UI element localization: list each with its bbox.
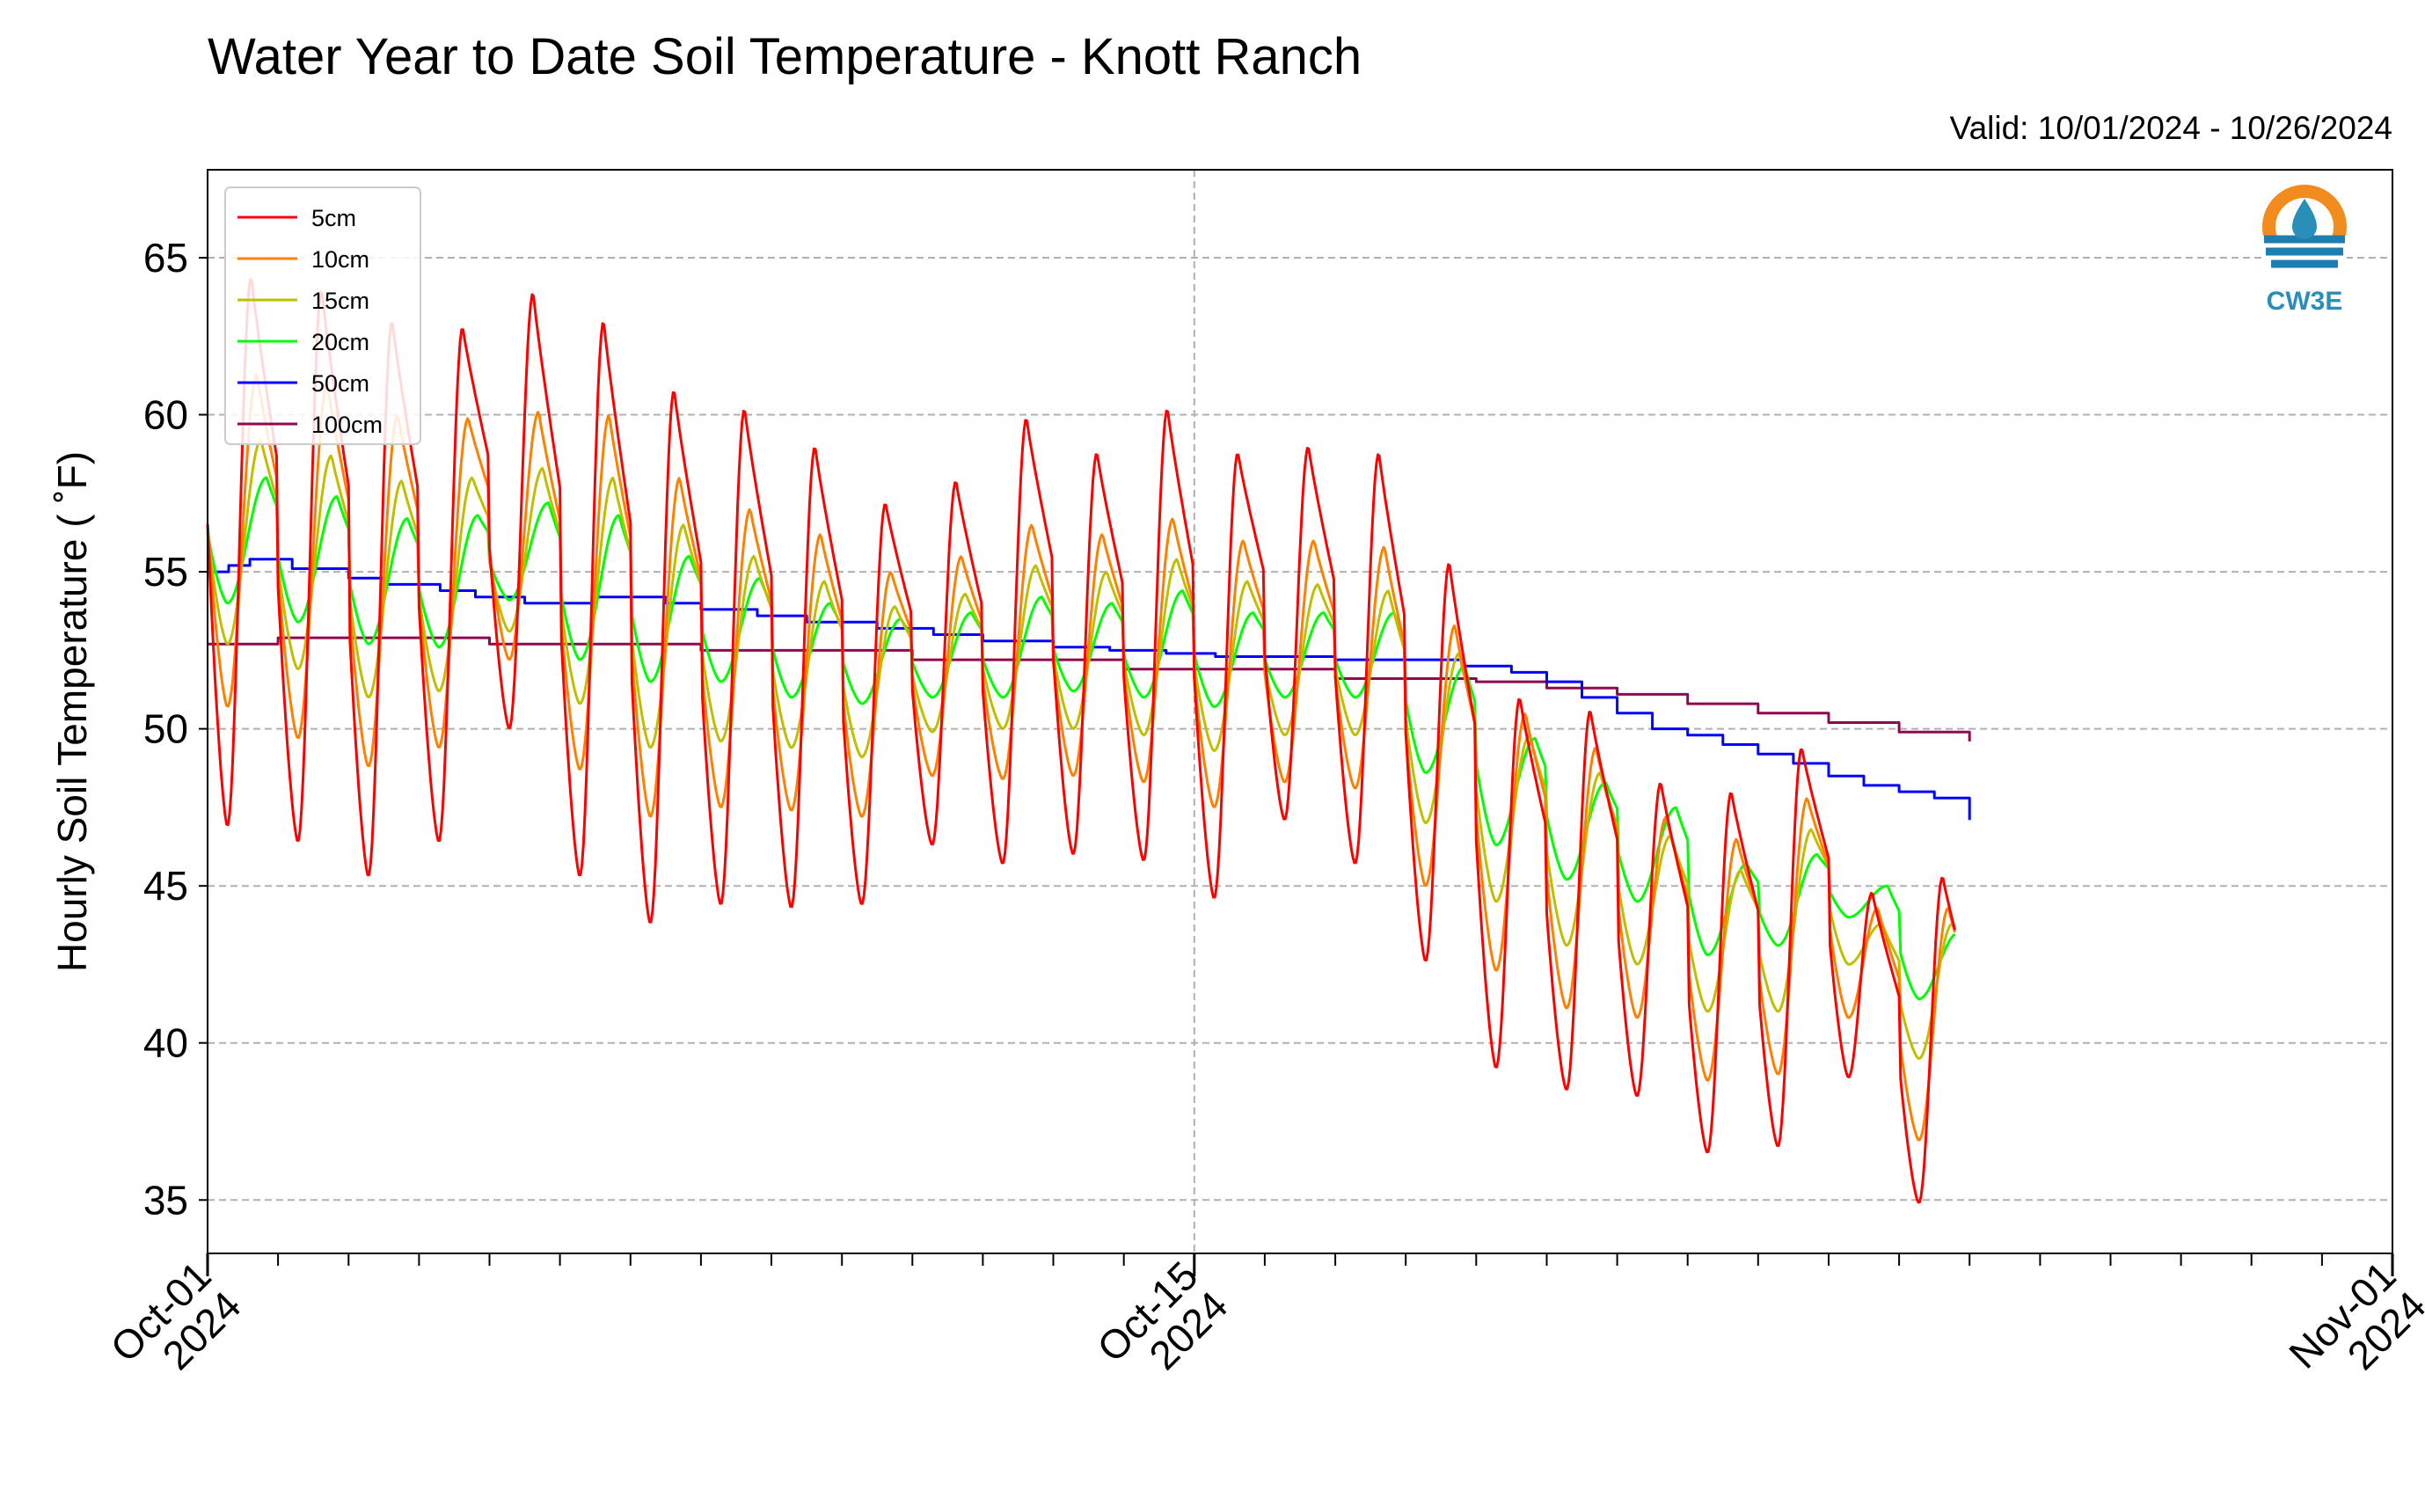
series-line-5cm — [206, 278, 1956, 1204]
logo-text: CW3E — [2267, 287, 2343, 316]
series-lines — [206, 278, 1971, 1204]
grid — [208, 170, 2392, 1253]
y-tick-label: 40 — [143, 1020, 188, 1066]
y-tick-label: 50 — [143, 706, 188, 752]
y-tick-label: 60 — [143, 392, 188, 438]
y-axis: 35 40 45 50 55 60 65 — [143, 235, 208, 1223]
legend-label: 5cm — [311, 205, 356, 231]
series-line-15cm — [206, 438, 1956, 1060]
legend-label: 100cm — [311, 412, 383, 438]
y-tick-label: 45 — [143, 863, 188, 909]
series-line-20cm — [206, 476, 1956, 1001]
chart-title: Water Year to Date Soil Temperature - Kn… — [208, 28, 1362, 85]
legend-frame — [224, 186, 421, 445]
chart-subtitle: Valid: 10/01/2024 - 10/26/2024 — [1950, 110, 2392, 146]
plot-area — [208, 170, 2392, 1253]
y-tick-label: 55 — [143, 549, 188, 595]
plot-frame — [207, 169, 2393, 1254]
y-tick-label: 35 — [143, 1177, 188, 1223]
y-axis-label: Hourly Soil Temperature ( ˚F) — [49, 451, 95, 972]
logo-drop-icon — [2292, 199, 2317, 239]
logo-waves-icon — [2264, 235, 2345, 268]
cw3e-logo: CW3E — [2262, 185, 2347, 316]
legend-label: 20cm — [311, 329, 369, 355]
legend: 5cm 10cm 15cm 20cm 50cm 100cm — [224, 186, 421, 445]
legend-label: 50cm — [311, 370, 369, 397]
legend-label: 15cm — [311, 288, 369, 314]
y-tick-label: 65 — [143, 235, 188, 281]
legend-label: 10cm — [311, 246, 369, 273]
